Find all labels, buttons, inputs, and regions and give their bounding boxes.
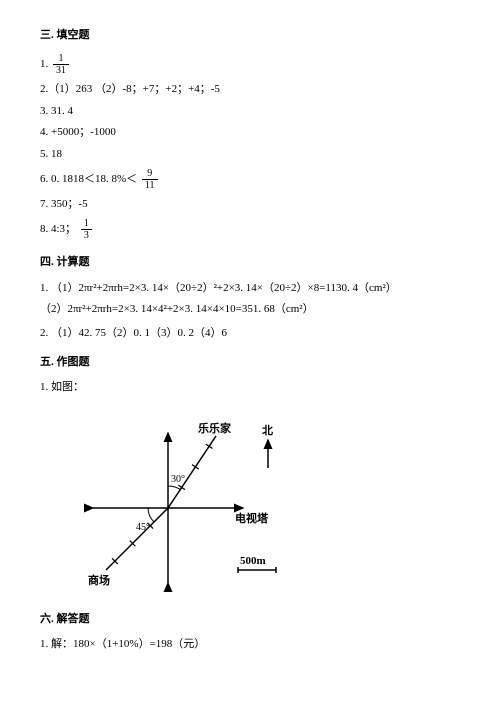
q4-1b: （2）2πr²+2πrh=2×3. 14×4²+2×3. 14×4×10=351…: [40, 302, 460, 317]
q3-1-num: 1.: [40, 58, 48, 70]
q3-8-text: 8. 4:3；: [40, 223, 76, 235]
q6-1: 1. 解：180×（1+10%）=198（元）: [40, 637, 460, 652]
q3-6: 6. 0. 1818＜18. 8%＜ 9 11: [40, 168, 460, 191]
svg-text:乐乐家: 乐乐家: [198, 421, 232, 435]
section-5-title: 五. 作图题: [40, 355, 460, 370]
q3-8: 8. 4:3； 1 3: [40, 218, 460, 241]
svg-text:30°: 30°: [171, 474, 185, 485]
section-4-title: 四. 计算题: [40, 255, 460, 270]
q3-2: 2.（1）263 （2）-8；+7；+2；+4；-5: [40, 82, 460, 97]
section-6-title: 六. 解答题: [40, 612, 460, 627]
q3-1-frac: 1 31: [53, 53, 69, 76]
frac-num: 1: [53, 53, 69, 65]
q3-4: 4. +5000；-1000: [40, 125, 460, 140]
frac-den: 3: [81, 230, 92, 241]
svg-text:45°: 45°: [136, 522, 150, 533]
frac-den: 31: [53, 65, 69, 76]
q4-2: 2. （1）42. 75（2）0. 1（3）0. 2（4）6: [40, 326, 460, 341]
svg-text:500m: 500m: [240, 555, 266, 567]
q3-3: 3. 31. 4: [40, 104, 460, 119]
axes-diagram: 30° 45° 乐乐家电视塔商场 北 500m: [58, 408, 308, 598]
svg-text:北: 北: [262, 423, 273, 437]
frac-den: 11: [142, 180, 158, 191]
q5-1: 1. 如图：: [40, 380, 460, 395]
frac-num: 9: [142, 168, 158, 180]
q3-6-frac: 9 11: [142, 168, 158, 191]
q3-8-frac: 1 3: [81, 218, 92, 241]
q3-1: 1. 1 31: [40, 53, 460, 76]
q3-7: 7. 350；-5: [40, 197, 460, 212]
frac-num: 1: [81, 218, 92, 230]
q3-6-text: 6. 0. 1818＜18. 8%＜: [40, 173, 137, 185]
svg-text:商场: 商场: [88, 573, 110, 587]
q3-5: 5. 18: [40, 147, 460, 162]
q4-1a: 1. （1）2πr²+2πrh=2×3. 14×（20÷2）²+2×3. 14×…: [40, 281, 460, 296]
svg-text:电视塔: 电视塔: [235, 511, 269, 525]
section-3-title: 三. 填空题: [40, 28, 460, 43]
